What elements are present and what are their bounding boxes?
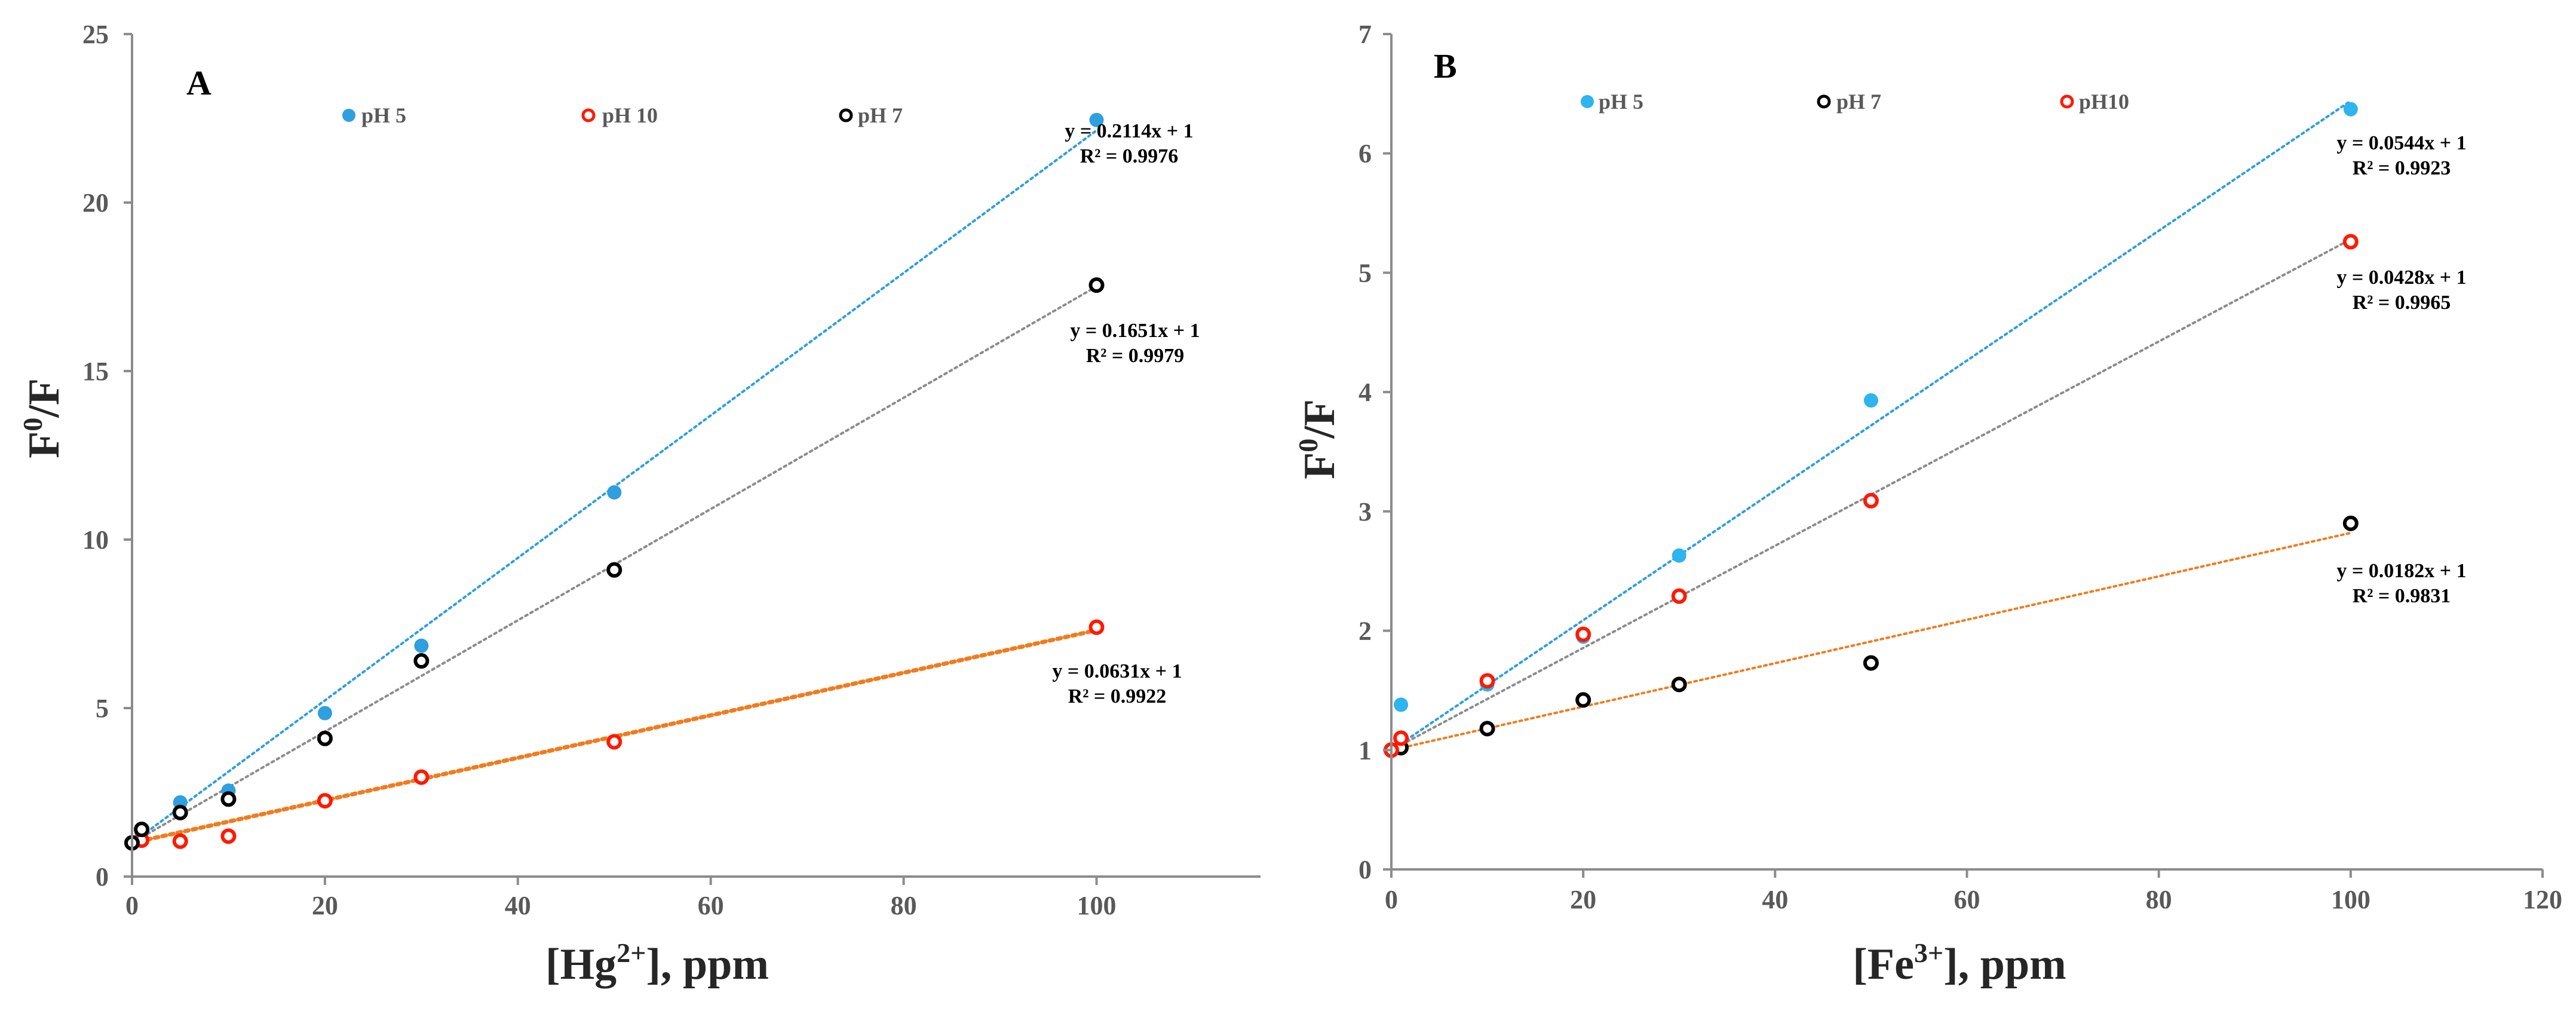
panel-a-y-tick-label: 5	[96, 694, 109, 723]
panel-a-point-series-3	[413, 653, 430, 669]
panel-b-legend-label-2: pH 7	[1836, 90, 1881, 114]
panel-b-point-series-1	[1672, 548, 1686, 563]
panel-b-point-series-3	[1671, 588, 1687, 604]
panel-b-x-tick-label: 40	[1762, 885, 1788, 914]
panel-b-x-tick-label: 20	[1570, 885, 1596, 914]
panel-a-point-series-2	[172, 833, 188, 849]
panel-a-point-series-2	[606, 734, 622, 750]
panel-b-y-tick-label: 1	[1358, 736, 1372, 765]
panel-b-y-tick-label: 5	[1358, 258, 1372, 287]
panel-b-r-squared-3: R² = 0.9965	[2353, 292, 2451, 314]
panel-b-point-series-1	[2343, 102, 2358, 117]
panel-a-equation-2: y = 0.0631x + 1	[1052, 660, 1182, 682]
panel-b-y-tick-label: 3	[1358, 497, 1372, 526]
panel-b-point-series-3	[1863, 492, 1879, 508]
panel-b-point-series-3	[1575, 626, 1591, 642]
panel-a-y-tick-label: 0	[96, 862, 109, 892]
panel-b-point-series-1	[1863, 393, 1878, 408]
panel-b-point-series-2	[1671, 676, 1687, 693]
panel-b-x-tick-label: 0	[1385, 885, 1398, 914]
panel-a-point-series-2	[317, 793, 333, 809]
panel-a-legend-label-1: pH 5	[361, 103, 406, 127]
panel-b-x-tick-label: 60	[1954, 885, 1980, 914]
panel-a-x-tick-label: 100	[1077, 891, 1117, 920]
panel-a-y-axis-title: F0/F	[17, 378, 69, 458]
panel-a-ticks: 0 5 10 15 20 25 0 20 40 60 80 100	[82, 20, 1117, 920]
panel-a-point-series-3	[317, 730, 333, 746]
panel-a-point-series-1	[414, 638, 429, 653]
panel-a-plot-area	[124, 112, 1105, 851]
panel-b-x-tick-label: 120	[2523, 885, 2562, 914]
panel-b-x-axis-title: [Fe3+], ppm	[1853, 938, 2066, 989]
panel-a-x-tick-label: 20	[312, 891, 338, 920]
panel-a-y-tick-label: 20	[82, 188, 109, 218]
panel-a-r-squared-3: R² = 0.9979	[1086, 345, 1185, 367]
panel-a-legend-label-2: pH 10	[602, 103, 658, 127]
panel-b-equation-3: y = 0.0428x + 1	[2336, 266, 2466, 289]
panel-a-legend-marker-3	[839, 108, 853, 122]
panel-b-point-series-2	[1863, 655, 1879, 671]
panel-a-point-series-2	[413, 769, 430, 785]
panel-a-r-squared-1: R² = 0.9976	[1080, 145, 1179, 167]
panel-a-point-series-1	[317, 706, 332, 721]
chart-panel-a: 0 5 10 15 20 25 0 20 40 60 80 100 A [Hg2+], ppm F0/…	[17, 20, 1261, 989]
panel-b-x-tick-label: 100	[2331, 885, 2370, 914]
panel-a-point-series-3	[172, 804, 188, 820]
panel-a-legend-marker-2	[581, 108, 596, 122]
panel-b-label: B	[1434, 47, 1457, 85]
panel-b-legend-label-1: pH 5	[1599, 90, 1643, 114]
panel-b-point-series-2	[2342, 515, 2359, 531]
panel-b-point-series-3	[1393, 730, 1409, 746]
panel-a-x-tick-label: 60	[698, 891, 724, 920]
panel-a-y-tick-label: 15	[82, 357, 109, 386]
panel-a-point-series-3	[220, 791, 237, 807]
panel-b-y-axis-title: F0/F	[1293, 399, 1344, 479]
panel-a-point-series-2	[220, 828, 237, 844]
panel-b-legend-marker-3	[2060, 94, 2074, 109]
panel-a-y-tick-label: 25	[82, 20, 109, 49]
panel-b-equation-1: y = 0.0544x + 1	[2336, 132, 2466, 154]
panel-a-legend-marker-1	[342, 109, 355, 122]
chart-panel-b: 0 1 2 3 4 5 6 7 0 20 40 60 80 100 120 B [Fe3+], ppm F0…	[1293, 20, 2562, 989]
panel-a-point-series-1	[607, 485, 622, 500]
panel-b-plot-area	[1384, 99, 2359, 758]
panel-b-y-tick-label: 7	[1358, 20, 1372, 49]
panel-b-legend-label-3: pH10	[2079, 90, 2129, 114]
panel-b-point-series-1	[1394, 697, 1409, 712]
panel-a-x-tick-label: 80	[891, 891, 917, 920]
panel-b-point-series-3	[1479, 673, 1495, 689]
panel-b-y-tick-label: 0	[1358, 855, 1372, 884]
panel-b-r-squared-1: R² = 0.9923	[2353, 157, 2451, 179]
panel-b-x-tick-label: 80	[2146, 885, 2172, 914]
panel-b-y-tick-label: 4	[1358, 378, 1372, 407]
panel-a-equation-3: y = 0.1651x + 1	[1070, 320, 1200, 342]
panel-a-legend-label-3: pH 7	[858, 103, 903, 127]
panel-a-point-series-2	[1088, 619, 1105, 635]
panel-a-point-series-3	[606, 562, 622, 578]
panel-b-ticks: 0 1 2 3 4 5 6 7 0 20 40 60 80 100 120	[1358, 20, 2562, 914]
panel-a-r-squared-2: R² = 0.9922	[1068, 685, 1167, 707]
panel-b-legend-marker-1	[1581, 95, 1594, 108]
panel-b-equation-2: y = 0.0182x + 1	[2336, 560, 2466, 582]
panel-b-trendline-1	[1390, 99, 2352, 752]
panel-b-trendline-2	[1390, 531, 2352, 752]
panel-a-point-series-3	[1088, 277, 1105, 293]
panel-b-point-series-3	[2342, 234, 2359, 250]
panel-a-x-axis-title: [Hg2+], ppm	[545, 938, 769, 989]
panel-b-y-tick-label: 2	[1358, 617, 1372, 646]
panel-a-x-tick-label: 0	[125, 891, 139, 920]
panel-a-point-series-3	[134, 822, 150, 838]
panel-a-point-series-1	[1089, 112, 1104, 127]
panel-b-y-tick-label: 6	[1358, 139, 1372, 169]
panel-b-legend-marker-2	[1817, 94, 1831, 109]
panel-b-point-series-2	[1575, 692, 1591, 708]
panel-a-y-tick-label: 10	[82, 525, 109, 555]
panel-b-r-squared-2: R² = 0.9831	[2353, 585, 2451, 607]
panel-a-label: A	[186, 63, 211, 102]
panel-b-point-series-2	[1479, 721, 1495, 737]
panel-a-equation-1: y = 0.2114x + 1	[1065, 120, 1193, 142]
panel-a-x-tick-label: 40	[505, 891, 531, 920]
